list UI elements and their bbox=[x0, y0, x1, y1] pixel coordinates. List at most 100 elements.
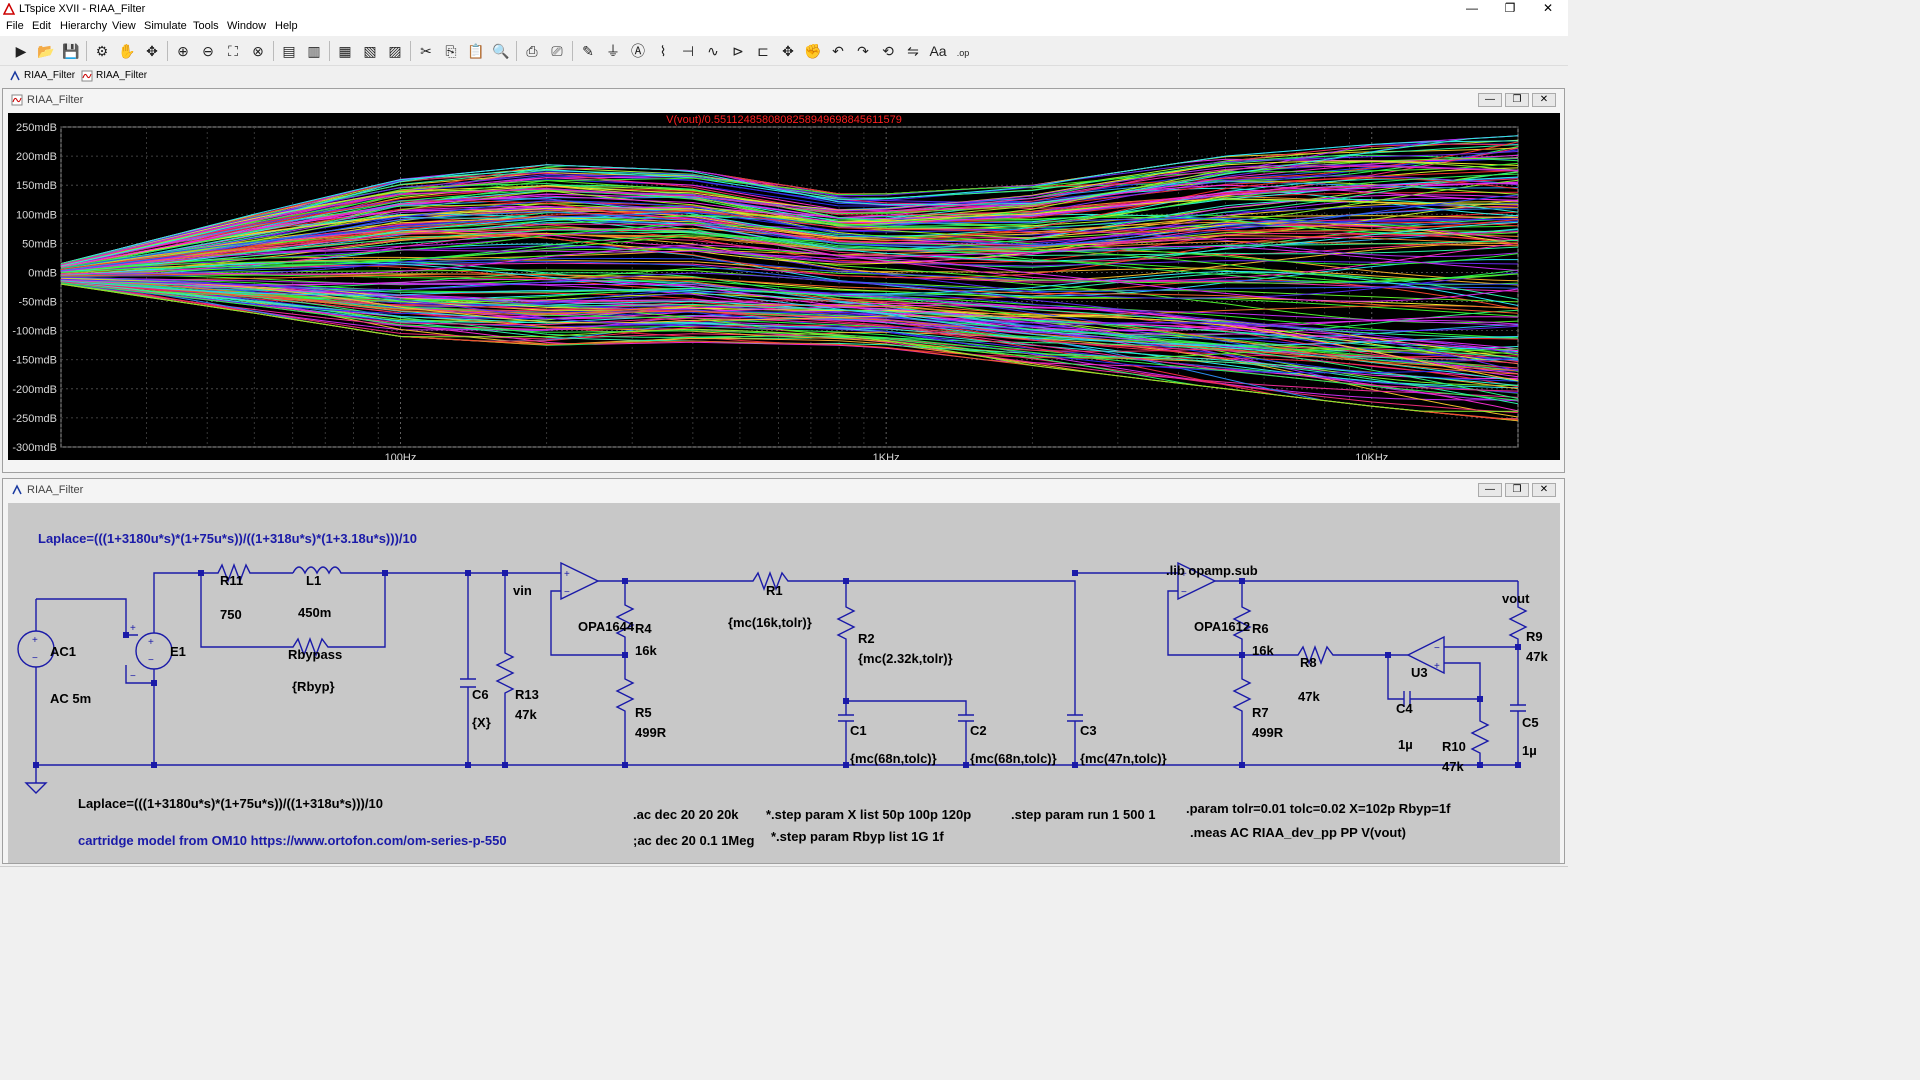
rotate-icon[interactable]: ⟲ bbox=[877, 40, 899, 62]
status-bar bbox=[0, 866, 1568, 882]
ground-icon[interactable]: ⏚ bbox=[602, 40, 624, 62]
print-icon[interactable]: ⎙ bbox=[521, 40, 543, 62]
open-icon[interactable]: 📂 bbox=[35, 40, 57, 62]
c5-value: 1µ bbox=[1522, 743, 1537, 758]
menu-file[interactable]: File bbox=[6, 20, 24, 32]
menu-window[interactable]: Window bbox=[227, 20, 267, 32]
draw-wire-icon[interactable]: ✎ bbox=[577, 40, 599, 62]
maximize-button[interactable]: ❐ bbox=[1504, 1, 1516, 15]
trace-line bbox=[61, 246, 1518, 286]
c4-value: 1µ bbox=[1398, 737, 1413, 752]
print-setup-icon[interactable]: ⎚ bbox=[546, 40, 568, 62]
svg-text:−: − bbox=[564, 587, 570, 598]
menu-view[interactable]: View bbox=[112, 20, 136, 32]
find-icon[interactable]: 🔍 bbox=[490, 40, 512, 62]
tile-horizontal-icon[interactable]: ▦ bbox=[334, 40, 356, 62]
trace-line bbox=[61, 140, 1518, 265]
trace-line bbox=[61, 274, 1518, 317]
waveform-close-button[interactable]: ✕ bbox=[1532, 93, 1556, 107]
r6-label: R6 bbox=[1252, 621, 1269, 636]
y-tick-label: -200mdB bbox=[12, 384, 57, 396]
halt-icon[interactable]: ✋ bbox=[116, 40, 138, 62]
svg-text:−: − bbox=[148, 655, 154, 666]
move-icon[interactable]: ✥ bbox=[777, 40, 799, 62]
minimize-button[interactable]: — bbox=[1466, 1, 1478, 15]
cut-icon[interactable]: ✂ bbox=[415, 40, 437, 62]
y-tick-label: 250mdB bbox=[16, 122, 57, 134]
text-icon[interactable]: Aa bbox=[927, 40, 949, 62]
waveform-plot-area[interactable]: 250mdB 200mdB 150mdB 100mdB 50mdB 0mdB -50mdB -… bbox=[8, 113, 1560, 464]
tab-waveform[interactable]: RIAA_Filter bbox=[80, 68, 147, 84]
schematic-drawing[interactable]: + − + − + − + − + − − + Laplace=(((1+3180u*s)*… bbox=[8, 503, 1560, 863]
schematic-minimize-button[interactable]: — bbox=[1478, 483, 1502, 497]
trace-line bbox=[61, 151, 1518, 265]
schematic-canvas[interactable]: + − + − + − + − + − − + Laplace=(((1+3180u*s)*… bbox=[8, 503, 1560, 863]
svg-text:⟲: ⟲ bbox=[882, 43, 894, 59]
autorange-icon[interactable]: ▤ bbox=[278, 40, 300, 62]
param-directive: .param tolr=0.01 tolc=0.02 X=102p Rbyp=1… bbox=[1186, 801, 1451, 816]
schematic-restore-button[interactable]: ❐ bbox=[1505, 483, 1529, 497]
y-tick-label: 50mdB bbox=[22, 238, 57, 250]
menu-tools[interactable]: Tools bbox=[193, 20, 219, 32]
trace-line bbox=[61, 208, 1518, 271]
svg-text:⊕: ⊕ bbox=[177, 43, 189, 59]
mark-unref-icon[interactable]: ▥ bbox=[303, 40, 325, 62]
svg-text:.op: .op bbox=[957, 48, 970, 58]
diode-icon[interactable]: ⊳ bbox=[727, 40, 749, 62]
save-icon[interactable]: 💾 bbox=[60, 40, 82, 62]
trace-line bbox=[61, 245, 1518, 272]
trace-line bbox=[61, 272, 1518, 332]
trace-line bbox=[61, 229, 1518, 272]
resistor-icon[interactable]: ⌇ bbox=[652, 40, 674, 62]
drag-icon[interactable]: ✊ bbox=[802, 40, 824, 62]
menu-edit[interactable]: Edit bbox=[32, 20, 51, 32]
label-net-icon[interactable]: Ⓐ bbox=[627, 40, 649, 62]
ltspice-app-icon bbox=[3, 3, 15, 15]
trace-line bbox=[61, 261, 1518, 292]
close-button[interactable]: ✕ bbox=[1542, 1, 1554, 15]
component-icon[interactable]: ⊏ bbox=[752, 40, 774, 62]
trace-line bbox=[61, 223, 1518, 270]
trace-line bbox=[61, 282, 1518, 412]
r7-label: R7 bbox=[1252, 705, 1269, 720]
laplace-top-label: Laplace=(((1+3180u*s)*(1+75u*s))/((1+318… bbox=[38, 531, 417, 546]
zoom-full-icon[interactable]: ⛶ bbox=[222, 40, 244, 62]
toolbar-separator bbox=[167, 41, 168, 61]
trace-line bbox=[61, 283, 1518, 412]
menu-simulate[interactable]: Simulate bbox=[144, 20, 187, 32]
tab-waveform-label: RIAA_Filter bbox=[96, 70, 148, 81]
svg-text:✂: ✂ bbox=[420, 43, 432, 59]
waveform-restore-button[interactable]: ❐ bbox=[1505, 93, 1529, 107]
svg-text:+: + bbox=[32, 635, 38, 646]
r11-label: R11 bbox=[220, 573, 243, 588]
svg-text:▨: ▨ bbox=[388, 43, 401, 59]
spice-directive-icon[interactable]: .op bbox=[952, 40, 974, 62]
svg-text:⎚: ⎚ bbox=[551, 43, 562, 59]
tab-schematic[interactable]: RIAA_Filter bbox=[8, 68, 75, 84]
waveform-plot[interactable]: 250mdB 200mdB 150mdB 100mdB 50mdB 0mdB -50mdB -… bbox=[8, 113, 1560, 464]
tile-vertical-icon[interactable]: ▧ bbox=[359, 40, 381, 62]
copy-icon[interactable]: ⎘ bbox=[440, 40, 462, 62]
paste-icon[interactable]: 📋 bbox=[465, 40, 487, 62]
mirror-icon[interactable]: ⇋ bbox=[902, 40, 924, 62]
waveform-minimize-button[interactable]: — bbox=[1478, 93, 1502, 107]
menu-hierarchy[interactable]: Hierarchy bbox=[60, 20, 108, 32]
undo-icon[interactable]: ↶ bbox=[827, 40, 849, 62]
control-panel-icon[interactable]: ⚙ bbox=[91, 40, 113, 62]
rbypass-label: Rbypass bbox=[288, 647, 342, 662]
run-icon[interactable]: ▶ bbox=[10, 40, 32, 62]
pan-icon[interactable]: ✥ bbox=[141, 40, 163, 62]
zoom-out-icon[interactable]: ⊖ bbox=[197, 40, 219, 62]
inductor-icon[interactable]: ∿ bbox=[702, 40, 724, 62]
schematic-close-button[interactable]: ✕ bbox=[1532, 483, 1556, 497]
zoom-in-icon[interactable]: ⊕ bbox=[172, 40, 194, 62]
document-tab-bar: RIAA_Filter RIAA_Filter bbox=[0, 67, 1568, 85]
redo-icon[interactable]: ↷ bbox=[852, 40, 874, 62]
cascade-icon[interactable]: ▨ bbox=[384, 40, 406, 62]
capacitor-icon[interactable]: ⊣ bbox=[677, 40, 699, 62]
trace-line bbox=[61, 277, 1518, 369]
menu-help[interactable]: Help bbox=[275, 20, 298, 32]
svg-text:⊖: ⊖ bbox=[202, 43, 214, 59]
r5-label: R5 bbox=[635, 705, 652, 720]
zoom-cancel-icon[interactable]: ⊗ bbox=[247, 40, 269, 62]
